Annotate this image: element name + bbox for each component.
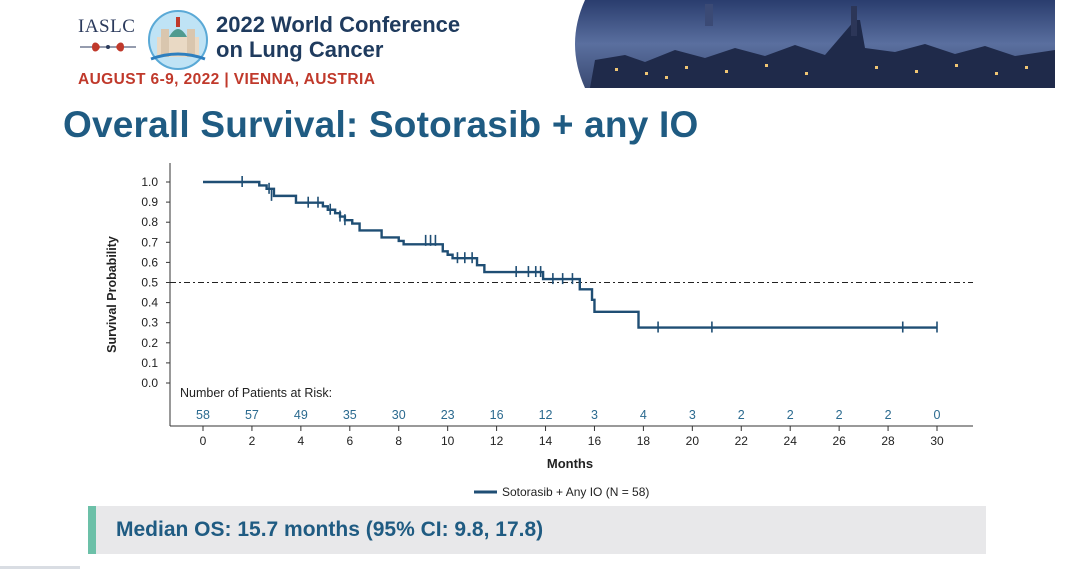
- risk-count: 35: [343, 408, 357, 422]
- risk-count: 4: [640, 408, 647, 422]
- slide-title: Overall Survival: Sotorasib + any IO: [63, 104, 699, 145]
- x-tick-label: 28: [881, 434, 895, 448]
- chart-legend: Sotorasib + Any IO (N = 58): [474, 485, 649, 499]
- x-tick-label: 16: [588, 434, 602, 448]
- risk-count: 0: [934, 408, 941, 422]
- x-tick-label: 20: [686, 434, 700, 448]
- y-tick-label: 0.7: [141, 235, 158, 249]
- iaslc-logo: IASLC: [78, 16, 136, 37]
- vienna-skyline-image: [575, 0, 1055, 88]
- x-tick-label: 4: [298, 434, 305, 448]
- x-tick-label: 26: [832, 434, 846, 448]
- risk-count: 23: [441, 408, 455, 422]
- y-tick-label: 0.6: [141, 255, 158, 269]
- risk-count: 3: [591, 408, 598, 422]
- x-axis-label: Months: [547, 456, 593, 471]
- y-tick-label: 0.5: [141, 276, 158, 290]
- x-tick-label: 30: [930, 434, 944, 448]
- x-tick-label: 8: [395, 434, 402, 448]
- risk-count: 2: [885, 408, 892, 422]
- x-tick-label: 12: [490, 434, 504, 448]
- survival-curve: [203, 180, 937, 329]
- risk-table: Number of Patients at Risk:58 57 49 35 30 23 1…: [180, 386, 941, 422]
- vienna-globe-icon: [148, 10, 208, 70]
- x-tick-label: 10: [441, 434, 455, 448]
- y-tick-label: 0.0: [141, 376, 158, 390]
- x-tick-label: 2: [249, 434, 256, 448]
- risk-count: 2: [787, 408, 794, 422]
- conference-header: IASLC 2022 World Conference on Lung Canc…: [0, 0, 1080, 95]
- x-tick-label: 0: [200, 434, 207, 448]
- risk-count: 2: [836, 408, 843, 422]
- risk-count: 3: [689, 408, 696, 422]
- y-tick-label: 0.2: [141, 336, 158, 350]
- conference-date-location: AUGUST 6-9, 2022 | VIENNA, AUSTRIA: [78, 71, 376, 88]
- km-step-line: [203, 180, 937, 329]
- x-tick-label: 18: [637, 434, 651, 448]
- conference-title-line2: on Lung Cancer: [216, 37, 384, 62]
- risk-count: 30: [392, 408, 406, 422]
- y-tick-label: 0.8: [141, 215, 158, 229]
- x-tick-label: 6: [346, 434, 353, 448]
- censor-marks: [241, 176, 938, 333]
- risk-count: 12: [539, 408, 553, 422]
- chart-axes: 0.00.10.20.30.40.50.60.70.80.91.00 2 4 6 8 10…: [105, 163, 973, 471]
- x-tick-label: 22: [735, 434, 749, 448]
- y-tick-label: 0.4: [141, 296, 158, 310]
- median-os-text: Median OS: 15.7 months (95% CI: 9.8, 17.…: [116, 518, 544, 541]
- conference-title: 2022 World Conference on Lung Cancer: [216, 12, 460, 62]
- risk-count: 16: [490, 408, 504, 422]
- y-tick-label: 0.1: [141, 356, 158, 370]
- y-tick-label: 1.0: [141, 175, 158, 189]
- lung-emblem-icon: [80, 42, 136, 52]
- y-tick-label: 0.3: [141, 316, 158, 330]
- legend-label: Sotorasib + Any IO (N = 58): [502, 485, 649, 499]
- x-tick-label: 24: [784, 434, 798, 448]
- x-tick-label: 14: [539, 434, 553, 448]
- risk-count: 49: [294, 408, 308, 422]
- y-axis-label: Survival Probability: [105, 236, 119, 353]
- conference-title-line1: 2022 World Conference: [216, 12, 461, 37]
- risk-count: 58: [196, 408, 210, 422]
- risk-table-label: Number of Patients at Risk:: [180, 386, 332, 400]
- y-tick-label: 0.9: [141, 195, 158, 209]
- risk-count: 57: [245, 408, 259, 422]
- risk-count: 2: [738, 408, 745, 422]
- footer-divider: [0, 566, 80, 569]
- median-os-box: Median OS: 15.7 months (95% CI: 9.8, 17.…: [88, 506, 986, 554]
